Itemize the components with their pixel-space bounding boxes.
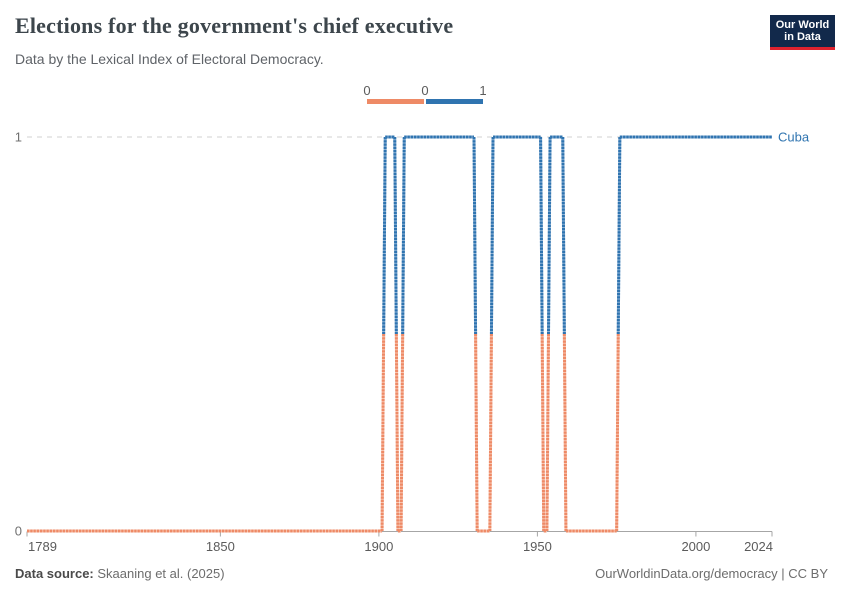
owid-logo-line1: Our World [775,19,830,31]
x-tick-label: 1850 [206,539,235,554]
series-line[interactable] [616,136,622,335]
series-line[interactable] [401,136,406,335]
chart-footer: Data source: Skaaning et al. (2025) OurW… [0,566,850,581]
x-tick-label: 2000 [681,539,710,554]
legend-label-max: 1 [479,83,487,98]
series-line[interactable] [394,333,400,532]
entity-label[interactable]: Cuba [778,130,810,145]
data-source-label: Data source: [15,566,94,581]
y-tick-label: 0 [15,524,22,539]
page-subtitle: Data by the Lexical Index of Electoral D… [15,51,324,67]
series-line[interactable] [393,136,398,335]
y-tick-label: 1 [15,130,22,145]
series-line[interactable] [539,136,544,335]
series-line[interactable] [474,333,479,532]
legend-bin-zero[interactable] [367,99,424,104]
series-line[interactable] [615,333,620,532]
data-source-value: Skaaning et al. (2025) [97,566,225,581]
x-tick-label: 2024 [744,539,773,554]
series-line[interactable] [561,136,566,335]
series-line[interactable] [472,136,478,335]
owid-logo-line2: in Data [784,31,821,43]
series-line[interactable] [488,333,493,532]
series-line[interactable] [489,136,495,335]
series-line[interactable] [380,333,386,532]
x-tick-label: 1950 [523,539,552,554]
series-line[interactable] [540,333,546,532]
credit-link[interactable]: OurWorldinData.org/democracy | CC BY [595,566,828,581]
series-line[interactable] [545,333,550,532]
series-line[interactable] [547,136,552,335]
owid-logo[interactable]: Our World in Data [770,15,835,50]
x-tick-label: 1789 [28,539,57,554]
series-line[interactable] [399,333,405,532]
x-tick-label: 1900 [364,539,393,554]
legend-bin-one[interactable] [426,99,483,104]
page-title: Elections for the government's chief exe… [15,13,454,38]
legend-label-mid: 0 [421,83,429,98]
series-line[interactable] [562,333,568,532]
data-source: Data source: Skaaning et al. (2025) [15,566,225,581]
series-line[interactable] [382,136,387,335]
legend-label-min: 0 [363,83,371,98]
